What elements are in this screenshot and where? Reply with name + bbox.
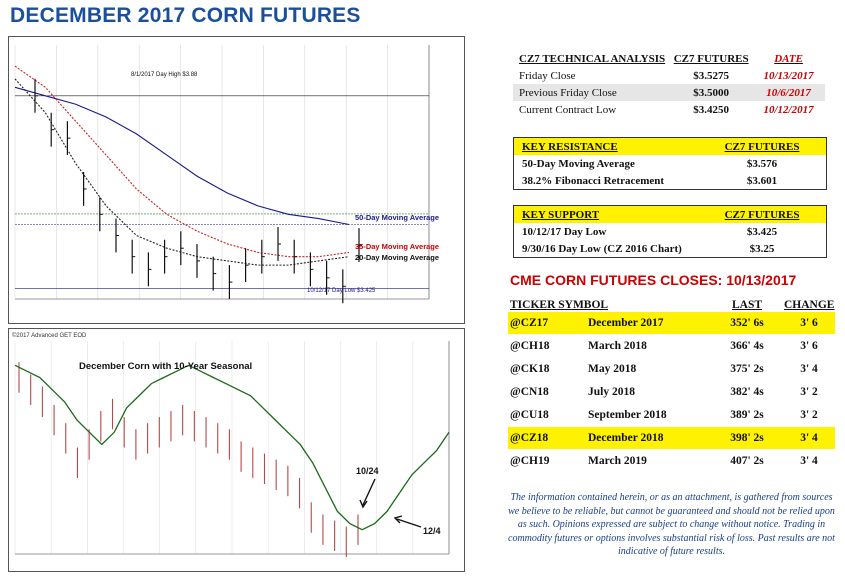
change-cell: 3' 6 xyxy=(800,317,818,329)
arrow-10-24 xyxy=(362,478,376,506)
ticker-cell: @CH19 xyxy=(510,455,550,467)
table-row: Friday Close $3.5275 10/13/2017 xyxy=(519,69,814,82)
table-row: Previous Friday Close $3.5000 10/6/2017 xyxy=(513,84,825,101)
table-row: @CK18 May 2018 375' 2s 3' 4 xyxy=(508,358,835,380)
series-line-0 xyxy=(14,86,350,226)
table-header: KEY SUPPORT CZ7 FUTURES xyxy=(514,206,826,223)
last-cell: 398' 2s xyxy=(730,432,764,444)
ticker-cell: @CZ18 xyxy=(510,432,549,444)
last-cell: 352' 6s xyxy=(730,317,764,329)
last-cell: 407' 2s xyxy=(730,455,764,467)
seasonal-chart-svg: ©2017 Advanced GET EOD December Corn wit… xyxy=(9,329,464,571)
last-cell: 366' 4s xyxy=(730,340,764,352)
table-row: 38.2% Fibonacci Retracement $3.601 xyxy=(522,174,778,187)
low-annotation: 10/12/17 Day Low $3.425 xyxy=(307,288,376,294)
table-row: @CZ17 December 2017 352' 6s 3' 6 xyxy=(508,312,835,334)
chart-grid xyxy=(14,341,450,555)
month-cell: July 2018 xyxy=(588,386,635,398)
key-resistance-box: KEY RESISTANCE CZ7 FUTURES 50-Day Moving… xyxy=(513,137,827,190)
change-cell: 3' 4 xyxy=(800,432,818,444)
price-chart-cz7: 8/1/2017 Day High $3.88 50-Day Moving Av… xyxy=(8,36,465,324)
page-title: DECEMBER 2017 CORN FUTURES xyxy=(10,4,361,27)
moving-average-lines xyxy=(14,65,350,266)
month-cell: December 2017 xyxy=(588,317,664,329)
ma50-label: 50-Day Moving Average xyxy=(355,213,439,222)
chart-grid xyxy=(14,45,430,300)
table-row: 9/30/16 Day Low (CZ 2016 Chart) $3.25 xyxy=(522,242,775,255)
table-row: @CN18 July 2018 382' 4s 3' 2 xyxy=(508,381,835,403)
technical-analysis-table: CZ7 TECHNICAL ANALYSIS CZ7 FUTURES DATE … xyxy=(513,50,825,118)
price-bars xyxy=(34,78,362,304)
month-cell: March 2018 xyxy=(588,340,647,352)
seasonal-title: December Corn with 10-Year Seasonal xyxy=(79,361,252,372)
month-cell: December 2018 xyxy=(588,432,664,444)
table-row: @CZ18 December 2018 398' 2s 3' 4 xyxy=(508,427,835,449)
price-chart-svg: 8/1/2017 Day High $3.88 50-Day Moving Av… xyxy=(9,37,464,323)
futures-closes-table: TICKER SYMBOL LAST CHANGE @CZ17 December … xyxy=(508,298,835,473)
table-row: @CU18 September 2018 389' 2s 3' 2 xyxy=(508,404,835,426)
change-cell: 3' 2 xyxy=(800,386,818,398)
table-row: 10/12/17 Day Low $3.425 xyxy=(522,225,778,238)
chart-header: ©2017 Advanced GET EOD xyxy=(12,332,87,339)
ticker-cell: @CU18 xyxy=(510,409,549,421)
last-cell: 382' 4s xyxy=(730,386,764,398)
month-cell: March 2019 xyxy=(588,455,647,467)
ticker-cell: @CK18 xyxy=(510,363,550,375)
month-cell: May 2018 xyxy=(588,363,637,375)
change-cell: 3' 2 xyxy=(800,409,818,421)
key-support-box: KEY SUPPORT CZ7 FUTURES 10/12/17 Day Low… xyxy=(513,205,827,258)
table-row: 50-Day Moving Average $3.576 xyxy=(522,157,778,170)
ticker-cell: @CZ17 xyxy=(510,317,549,329)
disclaimer: The information contained herein, or as … xyxy=(508,492,835,557)
seasonal-line xyxy=(14,364,450,531)
ma20-label: 20-Day Moving Average xyxy=(355,253,439,262)
last-cell: 389' 2s xyxy=(730,409,764,421)
price-bars xyxy=(18,362,359,558)
last-cell: 375' 2s xyxy=(730,363,764,375)
series-line-2 xyxy=(14,78,350,266)
closes-title: CME CORN FUTURES CLOSES: 10/13/2017 xyxy=(510,272,797,288)
seasonal-chart: ©2017 Advanced GET EOD December Corn wit… xyxy=(8,328,465,572)
arrow-head-10-24 xyxy=(359,499,368,509)
change-cell: 3' 4 xyxy=(800,455,818,467)
table-header: TICKER SYMBOL LAST CHANGE xyxy=(510,299,835,311)
ticker-cell: @CN18 xyxy=(510,386,549,398)
change-cell: 3' 4 xyxy=(800,363,818,375)
ma35-label: 35-Day Moving Average xyxy=(355,242,439,251)
table-row: Current Contract Low $3.4250 10/12/2017 xyxy=(519,103,814,116)
annotation-12-4: 12/4 xyxy=(423,526,441,536)
high-annotation: 8/1/2017 Day High $3.88 xyxy=(131,72,198,78)
table-row: @CH18 March 2018 366' 4s 3' 6 xyxy=(508,335,835,357)
month-cell: September 2018 xyxy=(588,409,667,421)
table-header: KEY RESISTANCE CZ7 FUTURES xyxy=(514,138,826,155)
arrow-head-12-4 xyxy=(393,515,403,524)
change-cell: 3' 6 xyxy=(800,340,818,352)
ticker-cell: @CH18 xyxy=(510,340,550,352)
seasonal-line-path xyxy=(14,364,450,531)
series-line-1 xyxy=(14,65,350,258)
arrow-12-4 xyxy=(396,518,422,528)
table-row: @CH19 March 2019 407' 2s 3' 4 xyxy=(508,450,835,472)
annotation-10-24: 10/24 xyxy=(356,466,379,476)
horizontal-levels xyxy=(15,95,429,289)
table-header: CZ7 TECHNICAL ANALYSIS CZ7 FUTURES DATE xyxy=(519,52,803,65)
